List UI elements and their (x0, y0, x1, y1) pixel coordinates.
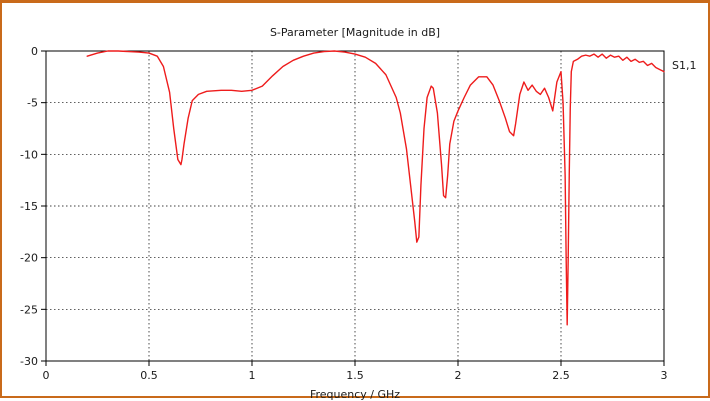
y-tick-label: -5 (27, 97, 38, 110)
x-axis-title: Frequency / GHz (310, 388, 400, 401)
x-tick-label: 0.5 (140, 369, 158, 382)
y-tick-label: -20 (20, 252, 38, 265)
y-tick-label: -25 (20, 303, 38, 316)
series-layer: S1,1 (86, 50, 696, 326)
x-tick-label: 1.5 (346, 369, 364, 382)
y-tick-label: 0 (31, 45, 38, 58)
legend-entry-s11: S1,1 (672, 59, 696, 72)
x-tick-label: 1 (249, 369, 256, 382)
y-tick-label: -30 (20, 355, 38, 368)
axis-ticks: 0 0.5 1 1.5 2 2.5 3 0 -5 -10 -15 -20 -25 -30 (20, 45, 667, 382)
x-tick-label: 0 (43, 369, 50, 382)
grid-lines (46, 51, 664, 361)
series-line-s11 (86, 50, 665, 326)
x-tick-label: 3 (661, 369, 668, 382)
s-parameter-chart: S-Parameter [Magnitude in dB] 0 0.5 1 1.5 2 2… (20, 26, 696, 401)
y-tick-label: -10 (20, 148, 38, 161)
y-tick-label: -15 (20, 200, 38, 213)
chart-title: S-Parameter [Magnitude in dB] (270, 26, 440, 39)
x-tick-label: 2 (455, 369, 462, 382)
x-tick-label: 2.5 (552, 369, 570, 382)
